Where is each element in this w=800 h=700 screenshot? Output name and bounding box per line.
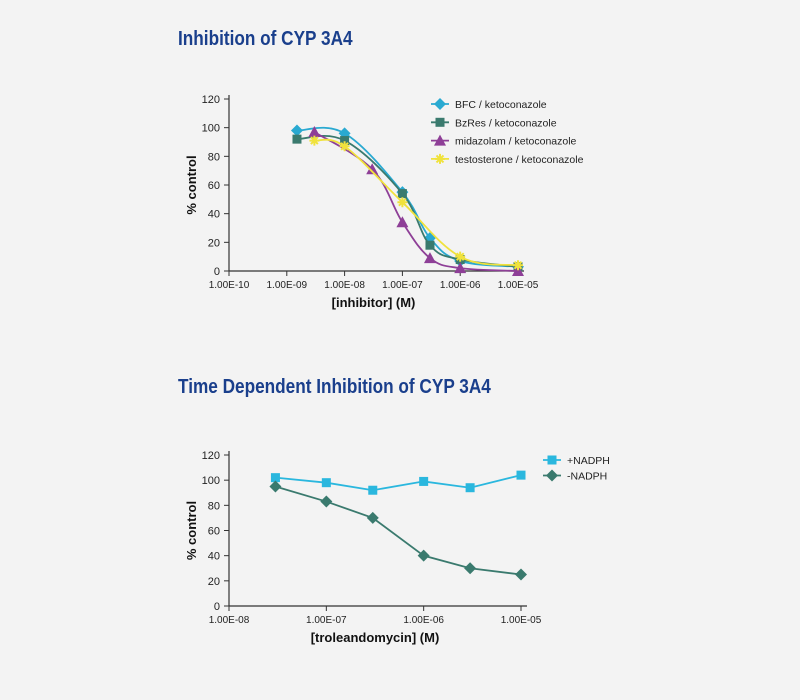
- chart1-x-tick-label: 1.00E-07: [382, 280, 423, 291]
- chart1-x-tick-label: 1.00E-05: [498, 280, 539, 291]
- chart2-y-tick-label: 100: [202, 475, 220, 487]
- chart-title-time-dependent-inhibition: Time Dependent Inhibition of CYP 3A4: [178, 376, 491, 398]
- chart1-y-tick-label: 80: [208, 151, 220, 163]
- legend-label-bfc-ketoconazole: BFC / ketoconazole: [455, 99, 547, 111]
- legend-label-nadph: -NADPH: [567, 471, 607, 483]
- legend-marker-nadph: [546, 469, 558, 482]
- data-point-midazolam-ketoconazole: [308, 125, 321, 137]
- chart1-y-tick-label: 100: [202, 123, 220, 135]
- data-point-nadph: [516, 470, 526, 480]
- data-point-nadph: [320, 495, 333, 508]
- legend-marker-testosterone-ketoconazole: [435, 153, 445, 164]
- data-point-nadph: [321, 478, 331, 488]
- chart2-x-tick-label: 1.00E-05: [501, 615, 542, 626]
- chart1-y-axis-label: % control: [184, 155, 199, 214]
- data-point-testosterone-ketoconazole: [455, 251, 466, 262]
- chart2-x-tick-label: 1.00E-08: [209, 615, 250, 626]
- chart1-x-tick-label: 1.00E-09: [267, 280, 308, 291]
- chart1-x-tick-label: 1.00E-10: [209, 280, 250, 291]
- chart2-x-tick-label: 1.00E-06: [403, 615, 444, 626]
- chart1-y-tick-label: 0: [214, 266, 220, 278]
- chart2-x-tick-label: 1.00E-07: [306, 615, 347, 626]
- data-point-nadph: [366, 511, 379, 524]
- legend-label-testosterone-ketoconazole: testosterone / ketoconazole: [455, 154, 584, 166]
- chart2-y-tick-label: 60: [208, 526, 220, 538]
- data-point-bzres-ketoconazole: [397, 189, 407, 199]
- data-point-midazolam-ketoconazole: [366, 163, 379, 175]
- chart2-y-tick-label: 120: [202, 450, 220, 462]
- chart1-y-tick-label: 60: [208, 180, 220, 192]
- data-point-midazolam-ketoconazole: [396, 216, 409, 228]
- chart1-x-tick-label: 1.00E-06: [440, 280, 481, 291]
- data-point-bzres-ketoconazole: [292, 134, 302, 144]
- chart2-y-tick-label: 80: [208, 500, 220, 512]
- chart2-y-tick-label: 0: [214, 601, 220, 613]
- chart2-y-tick-label: 40: [208, 551, 220, 563]
- data-point-nadph: [515, 568, 527, 581]
- chart1-x-axis-label: [inhibitor] (M): [332, 295, 416, 310]
- chart-cyp3a4-inhibition: 0 20 40 60 80 100 120 1.00E-10 1.00E-09 1.00E-08 1…: [184, 94, 584, 310]
- data-point-nadph: [464, 562, 477, 575]
- legend-marker-bfc-ketoconazole: [434, 98, 446, 110]
- data-point-nadph: [465, 483, 475, 493]
- data-point-nadph: [417, 549, 430, 562]
- series-line-nadph: [275, 474, 522, 492]
- chart2-x-axis-label: [troleandomycin] (M): [311, 630, 440, 645]
- series-nadph: [270, 470, 526, 495]
- legend-label-midazolam-ketoconazole: midazolam / ketoconazole: [455, 136, 577, 148]
- chart1-legend: BFC / ketoconazole BzRes / ketoconazole mi…: [431, 98, 584, 166]
- chart1-y-tick-label: 120: [202, 94, 220, 106]
- data-point-midazolam-ketoconazole: [423, 252, 436, 264]
- data-point-testosterone-ketoconazole: [339, 141, 350, 152]
- chart2-legend: +NADPH -NADPH: [543, 455, 610, 483]
- legend-marker-midazolam-ketoconazole: [434, 134, 446, 146]
- legend-marker-bzres-ketoconazole: [435, 117, 445, 127]
- series-testosterone-ketoconazole: [309, 135, 523, 271]
- data-point-bzres-ketoconazole: [340, 136, 350, 146]
- data-point-nadph: [368, 485, 378, 495]
- data-point-nadph: [270, 473, 280, 483]
- data-point-testosterone-ketoconazole: [309, 135, 320, 146]
- legend-label-nadph: +NADPH: [567, 455, 610, 467]
- data-point-testosterone-ketoconazole: [397, 197, 408, 208]
- chart1-y-tick-label: 20: [208, 237, 220, 249]
- chart1-y-tick-label: 40: [208, 209, 220, 221]
- chart2-y-axis-label: % control: [184, 501, 199, 560]
- legend-label-bzres-ketoconazole: BzRes / ketoconazole: [455, 117, 557, 129]
- series-line-nadph: [275, 485, 522, 576]
- chart1-x-tick-label: 1.00E-08: [324, 280, 365, 291]
- legend-marker-nadph: [547, 455, 557, 465]
- series-nadph: [269, 480, 527, 581]
- data-point-bzres-ketoconazole: [425, 240, 435, 250]
- data-point-nadph: [269, 480, 282, 493]
- data-point-bfc-ketoconazole: [290, 124, 303, 137]
- data-point-nadph: [419, 476, 429, 486]
- data-point-midazolam-ketoconazole: [512, 265, 524, 276]
- data-point-midazolam-ketoconazole: [454, 262, 467, 274]
- data-point-testosterone-ketoconazole: [513, 260, 523, 271]
- chart-title-cyp3a4-inhibition: Inhibition of CYP 3A4: [178, 28, 353, 50]
- chart2-y-tick-label: 20: [208, 576, 220, 588]
